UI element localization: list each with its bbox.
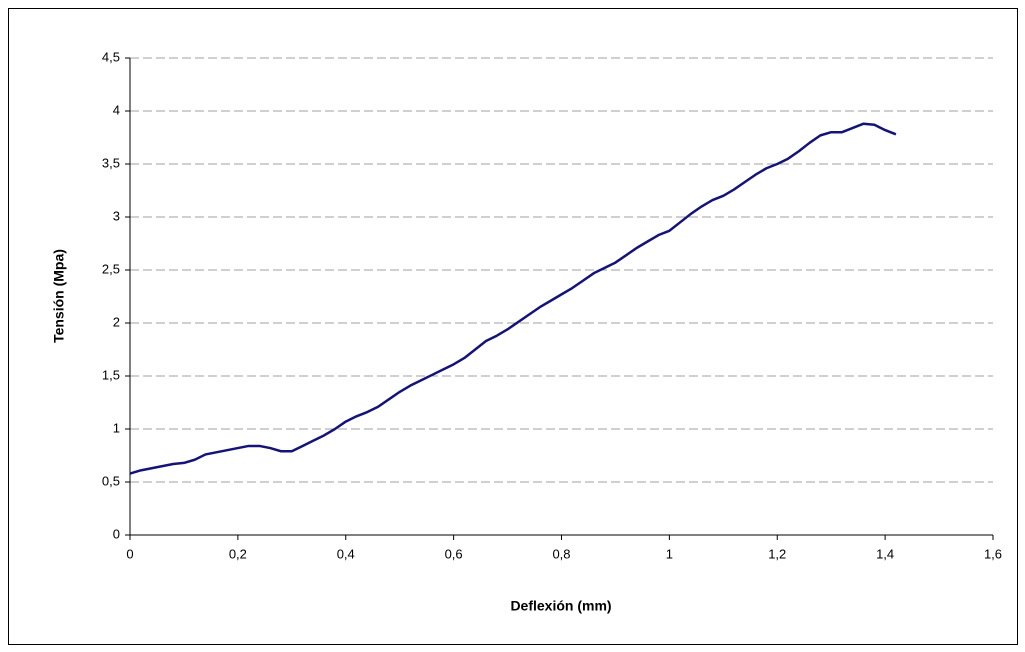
- x-tick-label: 1,4: [876, 546, 894, 561]
- y-tick-label: 4,5: [102, 49, 120, 64]
- y-tick-label: 2: [113, 314, 120, 329]
- x-axis-title: Deflexión (mm): [510, 598, 611, 614]
- x-tick-label: 0: [126, 546, 133, 561]
- x-tick-label: 0,4: [337, 546, 355, 561]
- y-tick-label: 1: [113, 420, 120, 435]
- x-tick-label: 1,6: [984, 546, 1002, 561]
- y-tick-label: 2,5: [102, 261, 120, 276]
- x-tick-label: 0,2: [229, 546, 247, 561]
- x-tick-label: 1,2: [768, 546, 786, 561]
- y-tick-label: 4: [113, 102, 120, 117]
- y-tick-label: 0,5: [102, 473, 120, 488]
- y-tick-label: 0: [113, 526, 120, 541]
- y-axis-title: Tensión (Mpa): [51, 249, 67, 343]
- y-tick-label: 3: [113, 208, 120, 223]
- x-tick-label: 0,6: [445, 546, 463, 561]
- y-tick-label: 1,5: [102, 367, 120, 382]
- x-tick-label: 1: [666, 546, 673, 561]
- data-line: [129, 122, 897, 475]
- x-tick-label: 0,8: [552, 546, 570, 561]
- y-tick-label: 3,5: [102, 155, 120, 170]
